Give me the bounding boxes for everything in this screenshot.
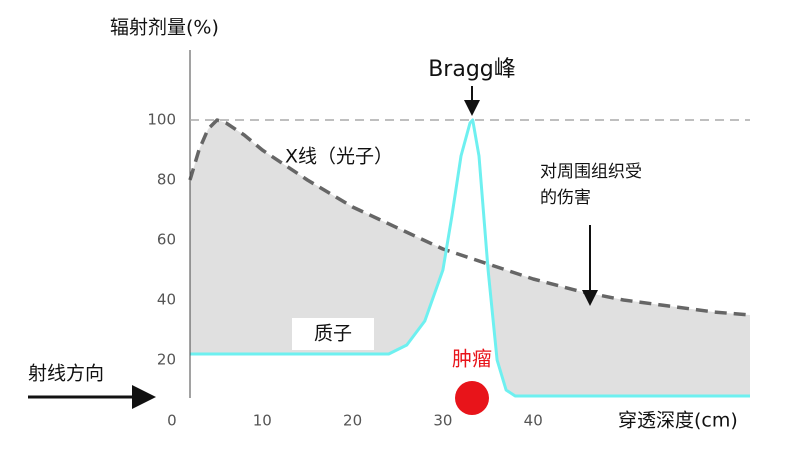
x-tick-label: 30 <box>433 412 452 430</box>
tumor-label: 肿瘤 <box>452 347 492 371</box>
legend-label: X线（光子） <box>285 146 393 168</box>
legend-label: 质子 <box>314 323 352 345</box>
series-area <box>190 120 750 398</box>
x-tick-label: 40 <box>524 412 543 430</box>
harm-label: 的伤害 <box>540 188 591 208</box>
x-tick-label: 10 <box>253 412 272 430</box>
harm-label: 对周围组织受 <box>540 162 642 182</box>
label-box <box>292 318 374 350</box>
x-tick-label: 20 <box>343 412 362 430</box>
y-tick-label: 20 <box>157 351 176 369</box>
y-tick-label: 100 <box>147 111 176 129</box>
y-axis-label: 辐射剂量(%) <box>110 17 219 39</box>
x-tick-label: 0 <box>167 412 177 430</box>
series-line <box>190 118 750 398</box>
y-tick-label: 60 <box>157 231 176 249</box>
bragg-label: Bragg峰 <box>428 57 516 82</box>
direction-label: 射线方向 <box>28 363 104 385</box>
y-tick-label: 40 <box>157 291 176 309</box>
y-tick-label: 80 <box>157 171 176 189</box>
series-line <box>188 118 751 317</box>
tumor-marker <box>455 381 489 415</box>
x-axis-label: 穿透深度(cm) <box>618 410 738 432</box>
